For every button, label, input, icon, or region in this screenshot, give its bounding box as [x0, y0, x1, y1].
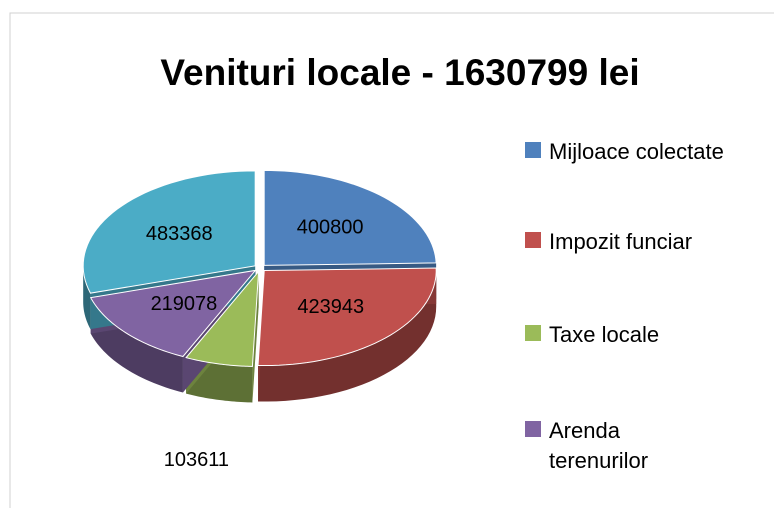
chart-title: Venituri locale - 1630799 lei: [160, 52, 639, 93]
slice: [89, 269, 257, 358]
slice-side: [83, 265, 91, 330]
legend-swatch: [525, 325, 541, 341]
legend-item: Taxe locale: [525, 320, 724, 350]
slice-side: [258, 270, 437, 402]
legend-label: Taxe locale: [549, 322, 660, 347]
legend-swatch: [525, 232, 541, 248]
tops: [82, 169, 437, 367]
data-label: 400800: [297, 216, 364, 238]
legend-item: Impozit funciar: [525, 227, 724, 257]
legend-swatch: [525, 421, 541, 437]
data-label: 423943: [297, 296, 364, 318]
chart-frame: [9, 12, 774, 508]
labels: 400800 423943 103611 219078 483368: [146, 216, 364, 471]
legend-label: Arenda terenurilor: [549, 418, 649, 473]
slice-side: [90, 297, 183, 393]
data-label: 219078: [151, 293, 218, 315]
legend-item: Arenda terenurilor: [525, 416, 724, 476]
data-label: 103611: [164, 449, 229, 471]
slice: [263, 169, 437, 266]
slice: [257, 267, 437, 367]
legend-item: Mijloace colectate: [525, 137, 724, 167]
data-label: 483368: [146, 223, 213, 245]
slice: [185, 270, 260, 367]
legend-label: Impozit funciar: [549, 229, 693, 254]
slice: [82, 170, 256, 294]
legend-swatch: [525, 142, 541, 158]
legend-label: Mijloace colectate: [549, 139, 724, 164]
